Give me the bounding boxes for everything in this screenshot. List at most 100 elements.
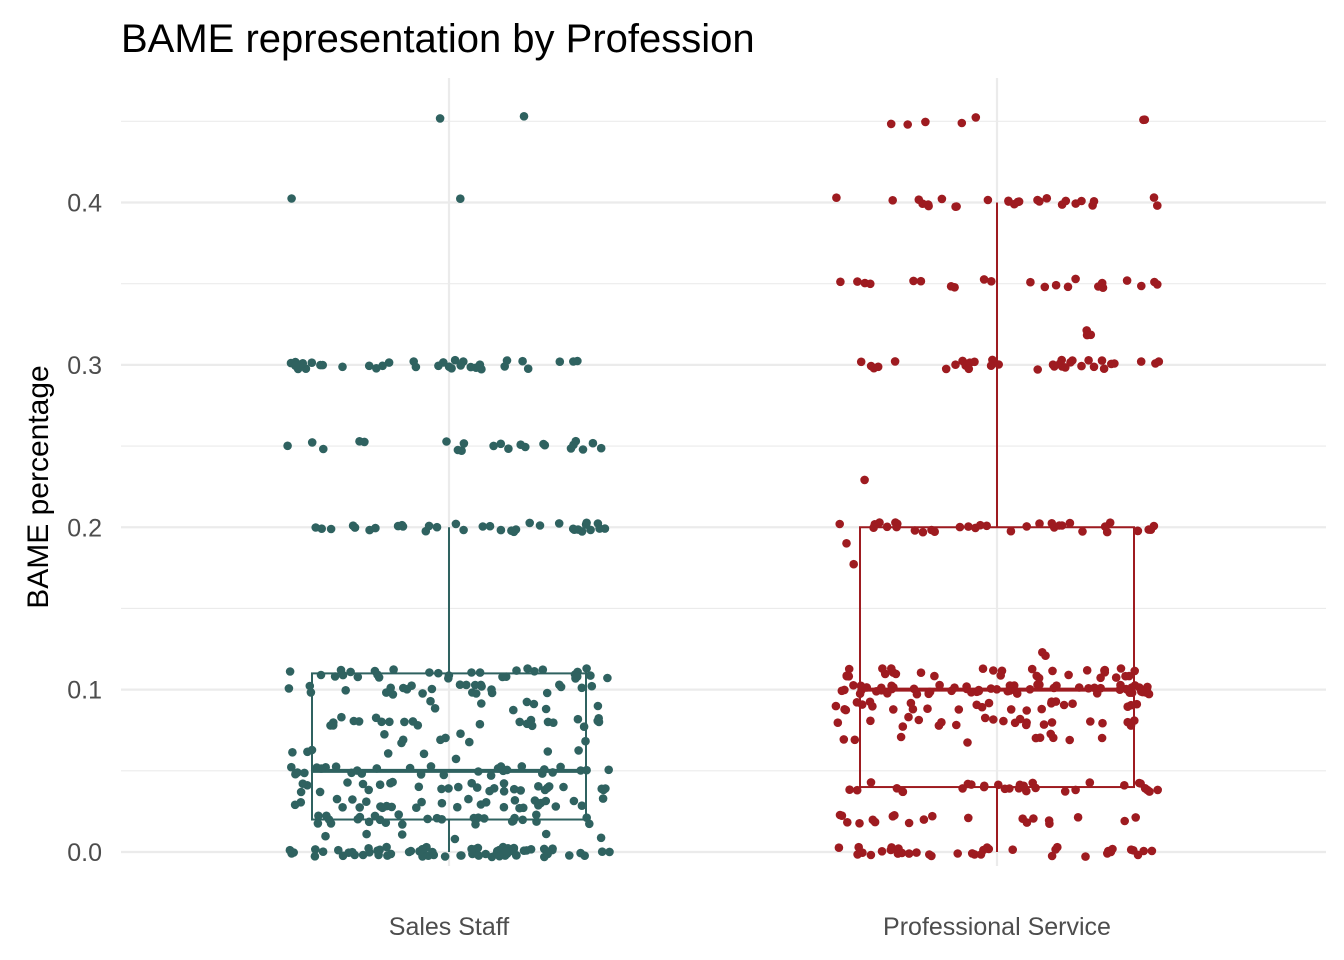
data-point: [890, 811, 899, 820]
y-axis-label: BAME percentage: [22, 365, 55, 608]
data-point: [1008, 845, 1017, 854]
data-point: [1081, 852, 1090, 861]
data-point: [285, 845, 295, 855]
data-point: [866, 361, 876, 371]
data-point: [305, 681, 315, 691]
data-point: [1090, 683, 1099, 693]
data-point: [424, 521, 434, 531]
data-point: [522, 697, 532, 707]
data-point: [523, 364, 533, 374]
data-point: [384, 358, 394, 367]
data-point: [904, 712, 913, 722]
data-point: [887, 664, 896, 673]
data-point: [1085, 778, 1095, 787]
data-point: [1116, 664, 1126, 673]
data-point: [451, 519, 461, 529]
data-point: [372, 764, 382, 773]
data-point: [596, 443, 606, 453]
data-point: [408, 717, 418, 726]
data-point: [832, 193, 841, 202]
data-point: [500, 362, 510, 371]
data-point: [866, 716, 875, 726]
data-point: [889, 683, 898, 692]
data-point: [532, 810, 541, 820]
data-point: [854, 842, 863, 852]
data-point: [343, 778, 352, 787]
data-point: [573, 356, 582, 366]
data-point: [310, 852, 320, 861]
data-point: [417, 797, 426, 807]
data-point: [525, 518, 534, 528]
data-point: [1060, 787, 1070, 796]
data-point: [475, 719, 485, 729]
data-point: [982, 521, 991, 531]
data-point: [313, 819, 323, 828]
data-point: [1153, 201, 1162, 210]
data-point: [928, 811, 937, 821]
y-tick-label: 0.0: [67, 839, 102, 867]
data-point: [1084, 356, 1093, 365]
data-point: [432, 813, 442, 823]
data-point: [450, 355, 460, 365]
data-point: [419, 749, 429, 759]
data-point: [1047, 519, 1057, 528]
data-point: [1120, 816, 1129, 826]
data-point: [489, 784, 499, 793]
data-point: [418, 689, 427, 698]
data-point: [912, 848, 921, 857]
data-point: [502, 765, 512, 775]
data-point: [1098, 283, 1108, 293]
data-point: [543, 783, 552, 793]
data-point: [355, 812, 365, 822]
data-point: [334, 845, 343, 855]
data-point: [1089, 362, 1099, 372]
data-point: [1065, 518, 1075, 528]
data-point: [954, 705, 964, 714]
data-point: [442, 437, 451, 446]
data-point: [1064, 670, 1073, 680]
data-point: [1086, 717, 1095, 726]
data-point: [362, 797, 371, 806]
data-point: [380, 730, 389, 739]
data-point: [357, 769, 367, 778]
data-point: [451, 754, 461, 764]
data-point: [950, 683, 959, 692]
data-point: [517, 762, 527, 771]
data-point: [284, 684, 294, 693]
data-point: [477, 699, 486, 708]
data-point: [1137, 281, 1146, 291]
data-point: [509, 816, 518, 826]
data-point: [436, 735, 445, 745]
data-point: [581, 736, 590, 746]
data-point: [585, 819, 594, 829]
data-point: [1139, 115, 1148, 125]
data-point: [465, 737, 474, 747]
data-point: [434, 668, 443, 678]
data-point: [464, 794, 473, 804]
data-point: [835, 810, 845, 820]
data-point: [1010, 718, 1020, 728]
data-point: [355, 803, 365, 812]
data-point: [316, 670, 326, 680]
data-point: [1137, 687, 1146, 696]
data-point: [298, 359, 308, 368]
data-point: [311, 845, 320, 854]
data-point: [349, 716, 359, 726]
data-point: [387, 802, 397, 812]
x-tick-labels: Sales Staff Professional Service: [389, 913, 1111, 941]
data-point: [852, 698, 862, 707]
data-point: [499, 802, 509, 812]
data-point: [1107, 359, 1116, 369]
data-point: [1041, 651, 1050, 660]
data-point: [951, 360, 960, 370]
data-point: [315, 787, 325, 797]
data-point: [914, 715, 924, 725]
data-point: [831, 701, 841, 711]
data-point: [551, 802, 561, 811]
data-point: [1057, 355, 1066, 365]
data-point: [444, 674, 453, 683]
data-point: [1019, 781, 1028, 791]
data-point: [910, 526, 920, 535]
data-point: [1021, 720, 1031, 730]
data-point: [430, 704, 440, 713]
